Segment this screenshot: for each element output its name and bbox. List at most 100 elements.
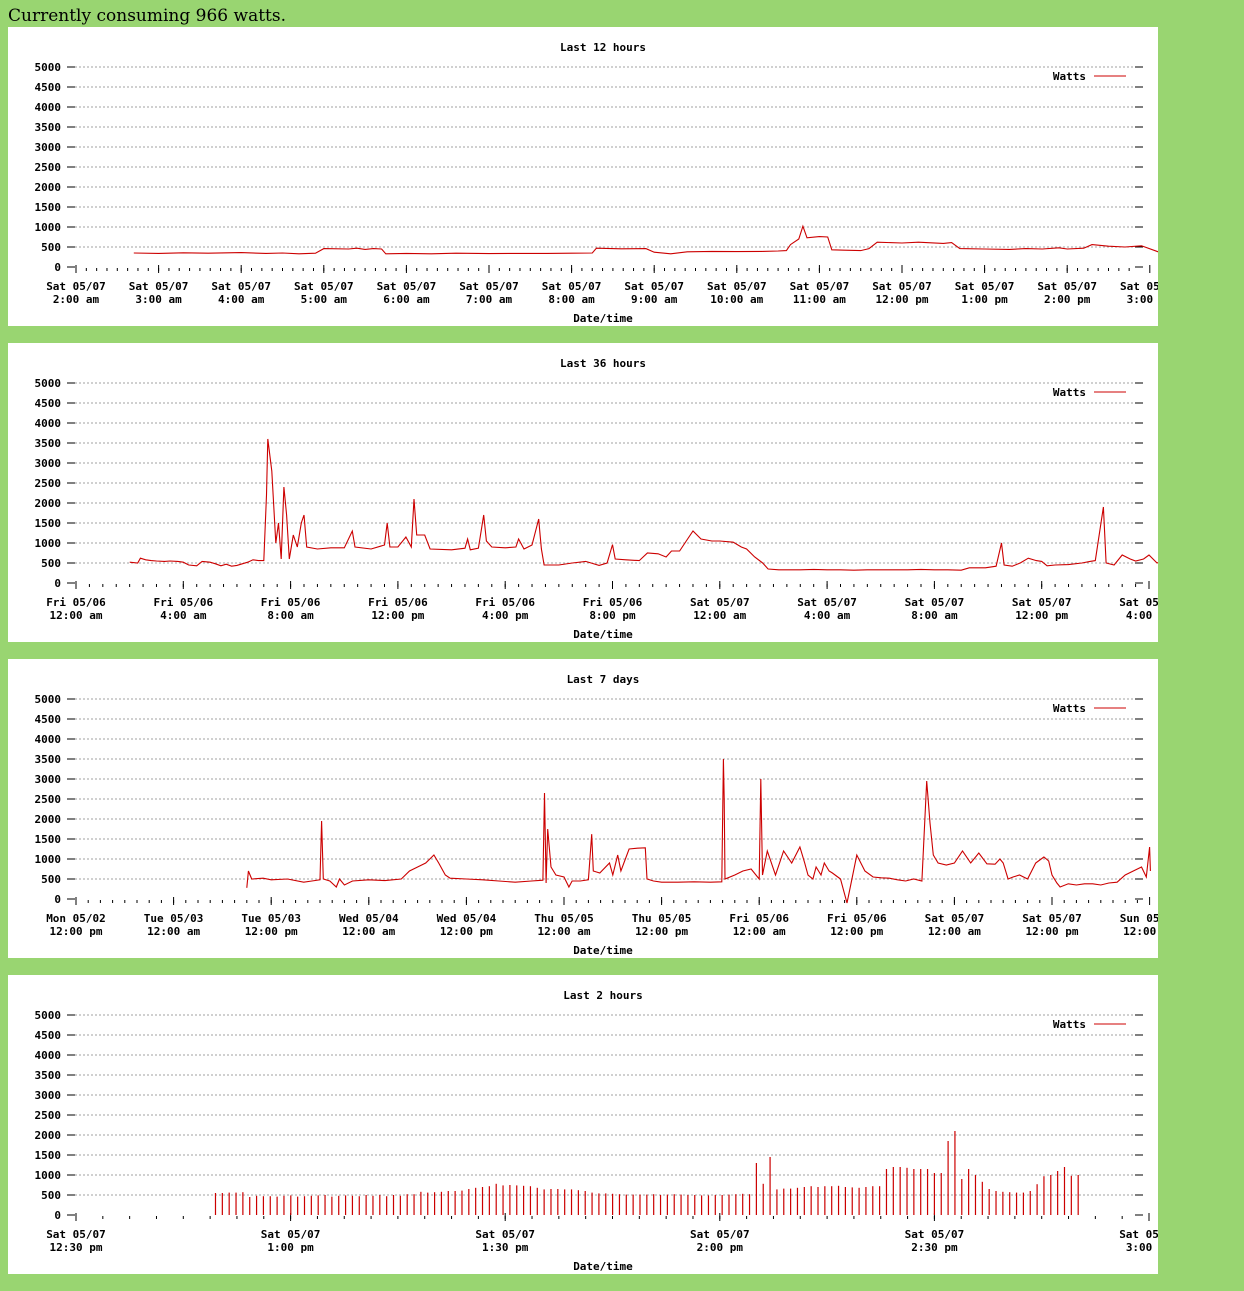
x-axis-label: Date/time: [573, 1260, 633, 1273]
y-tick-label: 4000: [35, 1049, 62, 1062]
x-tick-label-time: 12:00 am: [342, 925, 395, 938]
chart-title: Last 2 hours: [563, 989, 642, 1002]
x-tick-label-time: 2:00 am: [53, 293, 100, 306]
chart-panel-36h: Last 36 hours 0 500 1000 1500 2000 2500 3000 350…: [8, 343, 1158, 642]
x-tick-label-time: 6:00 am: [383, 293, 430, 306]
y-tick-label: 5000: [35, 61, 62, 74]
x-tick-label-time: 8:00 am: [911, 609, 958, 622]
legend-label: Watts: [1053, 702, 1086, 715]
x-tick-label-time: 4:00 am: [218, 293, 265, 306]
x-tick-label-time: 12:00 pm: [635, 925, 688, 938]
y-tick-label: 4000: [35, 101, 62, 114]
x-tick-label-date: Sat 05/07: [624, 280, 684, 293]
y-tick-label: 2000: [35, 813, 62, 826]
x-tick-label-date: Sat 05/07: [129, 280, 189, 293]
x-tick-label-date: Sat 05/07: [46, 1228, 106, 1241]
y-tick-label: 4500: [35, 81, 62, 94]
x-tick-label-time: 12:00 am: [538, 925, 591, 938]
x-tick-label-date: Sat 05/07: [925, 912, 985, 925]
y-tick-label: 500: [41, 557, 61, 570]
x-tick-label-time: 9:00 am: [631, 293, 678, 306]
x-tick-label-time: 4:00 pm: [482, 609, 529, 622]
y-tick-label: 0: [54, 1209, 61, 1222]
y-tick-label: 4000: [35, 733, 62, 746]
y-tick-label: 2000: [35, 497, 62, 510]
x-axis-label: Date/time: [573, 628, 633, 641]
y-tick-label: 1500: [35, 201, 62, 214]
x-tick-label-date: Sat 05/07: [1120, 280, 1158, 293]
y-tick-label: 1500: [35, 1149, 62, 1162]
y-tick-label: 0: [54, 577, 61, 590]
x-tick-label-time: 1:00 pm: [961, 293, 1008, 306]
x-tick-label-time: 12:00 pm: [876, 293, 929, 306]
chart-2h: Last 2 hours 0 500 1000 1500 2000 2500 3000 3500…: [35, 989, 1159, 1273]
chart-panel-7d: Last 7 days 0 500 1000 1500 2000 2500 3000 3500 4…: [8, 659, 1158, 958]
y-tick-label: 500: [41, 873, 61, 886]
x-tick-label-time: 12:30 pm: [50, 1241, 103, 1254]
legend-label: Watts: [1053, 70, 1086, 83]
x-tick-label-date: Sat 05/07: [905, 596, 965, 609]
x-tick-label-date: Fri 05/06: [827, 912, 887, 925]
x-tick-label-date: Sat 05/07: [46, 280, 106, 293]
y-tick-label: 5000: [35, 377, 62, 390]
series-line-watts: [133, 224, 1158, 255]
x-tick-label-date: Fri 05/06: [261, 596, 321, 609]
chart-panel-12h: Last 12 hours 0 500 1000 1500 2000 2500 3000 350…: [8, 27, 1158, 326]
y-tick-label: 4500: [35, 1029, 62, 1042]
x-tick-label-time: 12:00 pm: [1015, 609, 1068, 622]
x-tick-label-date: Sat 05/07: [790, 280, 850, 293]
x-tick-label-date: Wed 05/04: [437, 912, 497, 925]
x-tick-label-time: 4:00 am: [160, 609, 207, 622]
y-tick-label: 3500: [35, 1069, 62, 1082]
y-tick-label: 2000: [35, 181, 62, 194]
x-tick-label-time: 2:00 pm: [1044, 293, 1091, 306]
chart-title: Last 7 days: [567, 673, 640, 686]
x-tick-label-time: 12:00 am: [733, 925, 786, 938]
x-tick-label-date: Fri 05/06: [729, 912, 789, 925]
x-tick-label-date: Sat 05/07: [707, 280, 767, 293]
x-tick-label-time: 12:00 pm: [440, 925, 493, 938]
x-tick-label-date: Sat 05/07: [261, 1228, 321, 1241]
x-tick-label-date: Sat 05/07: [1012, 596, 1072, 609]
chart-panel-2h: Last 2 hours 0 500 1000 1500 2000 2500 3000 3500…: [8, 975, 1158, 1274]
y-tick-label: 1500: [35, 833, 62, 846]
y-tick-label: 3000: [35, 773, 62, 786]
x-tick-label-time: 2:00 pm: [697, 1241, 744, 1254]
x-tick-label-time: 3:00 am: [135, 293, 182, 306]
x-tick-label-time: 11:00 am: [793, 293, 846, 306]
x-tick-label-date: Fri 05/06: [368, 596, 428, 609]
x-tick-label-date: Thu 05/05: [632, 912, 692, 925]
y-tick-label: 500: [41, 241, 61, 254]
x-tick-label-date: Wed 05/04: [339, 912, 399, 925]
y-tick-label: 3500: [35, 437, 62, 450]
x-tick-label-date: Fri 05/06: [475, 596, 535, 609]
x-tick-label-date: Tue 05/03: [144, 912, 204, 925]
x-tick-label-time: 4:00 am: [804, 609, 851, 622]
y-tick-label: 500: [41, 1189, 61, 1202]
x-tick-label-date: Fri 05/06: [583, 596, 643, 609]
y-tick-label: 3500: [35, 121, 62, 134]
x-tick-label-date: Sat 05/07: [1119, 1228, 1158, 1241]
status-text: Currently consuming 966 watts.: [8, 6, 286, 26]
chart-36h: Last 36 hours 0 500 1000 1500 2000 2500 3000 350…: [35, 357, 1158, 641]
x-tick-label-time: 8:00 am: [267, 609, 314, 622]
x-tick-label-time: 5:00 am: [301, 293, 348, 306]
x-tick-label-time: 12:00 am: [1123, 925, 1158, 938]
legend-label: Watts: [1053, 386, 1086, 399]
x-tick-label-time: 12:00 pm: [830, 925, 883, 938]
x-tick-label-time: 1:00 pm: [267, 1241, 314, 1254]
y-tick-label: 4500: [35, 397, 62, 410]
x-tick-label-date: Sat 05/07: [955, 280, 1015, 293]
chart-12h: Last 12 hours 0 500 1000 1500 2000 2500 3000 350…: [35, 41, 1158, 325]
x-tick-label-time: 12:00 pm: [1026, 925, 1079, 938]
chart-title: Last 36 hours: [560, 357, 646, 370]
x-tick-label-time: 12:00 am: [50, 609, 103, 622]
x-tick-label-time: 1:30 pm: [482, 1241, 529, 1254]
x-tick-label-date: Sat 05/07: [1119, 596, 1158, 609]
x-tick-label-time: 4:00 pm: [1126, 609, 1158, 622]
y-tick-label: 2500: [35, 477, 62, 490]
y-tick-label: 2500: [35, 793, 62, 806]
x-tick-label-date: Sat 05/07: [211, 280, 271, 293]
y-tick-label: 5000: [35, 1009, 62, 1022]
y-tick-label: 2500: [35, 1109, 62, 1122]
